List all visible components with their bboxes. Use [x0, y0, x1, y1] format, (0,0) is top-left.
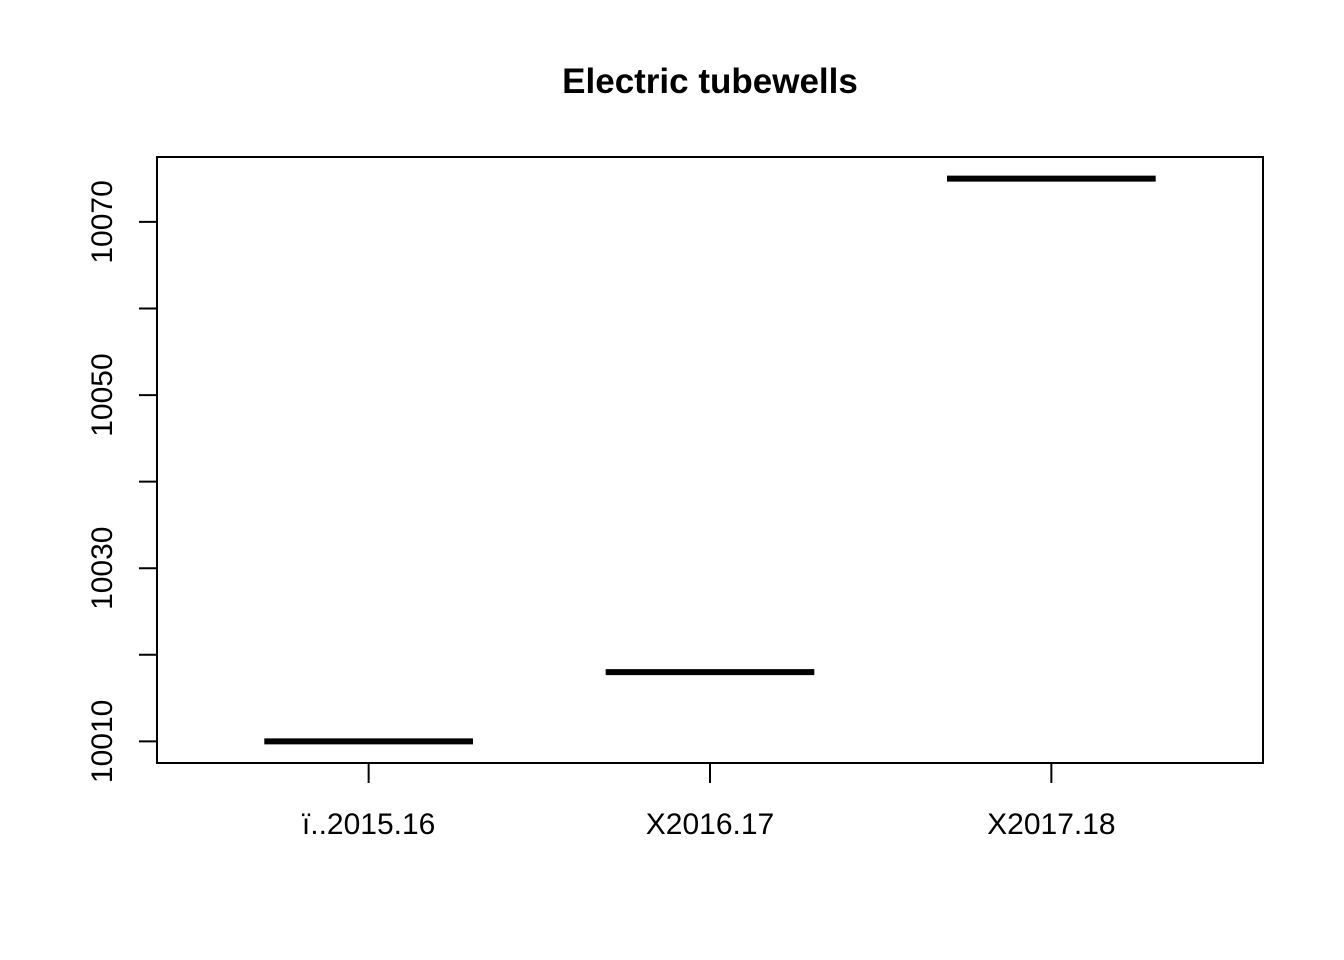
- x-tick-label-1: X2016.17: [646, 808, 774, 841]
- x-axis: ï..2015.16 X2016.17 X2017.18: [302, 763, 1116, 841]
- y-tick-label-2: 10050: [86, 353, 119, 436]
- x-tick-label-2: X2017.18: [987, 808, 1115, 841]
- data-marks: [264, 175, 1156, 745]
- y-tick-label-1: 10030: [86, 526, 119, 609]
- x-tick-label-0: ï..2015.16: [302, 808, 435, 841]
- y-axis: 10010 10030 10050 10070: [86, 180, 157, 783]
- y-tick-label-0: 10010: [86, 700, 119, 783]
- y-tick-label-3: 10070: [86, 180, 119, 263]
- chart-title: Electric tubewells: [562, 62, 858, 101]
